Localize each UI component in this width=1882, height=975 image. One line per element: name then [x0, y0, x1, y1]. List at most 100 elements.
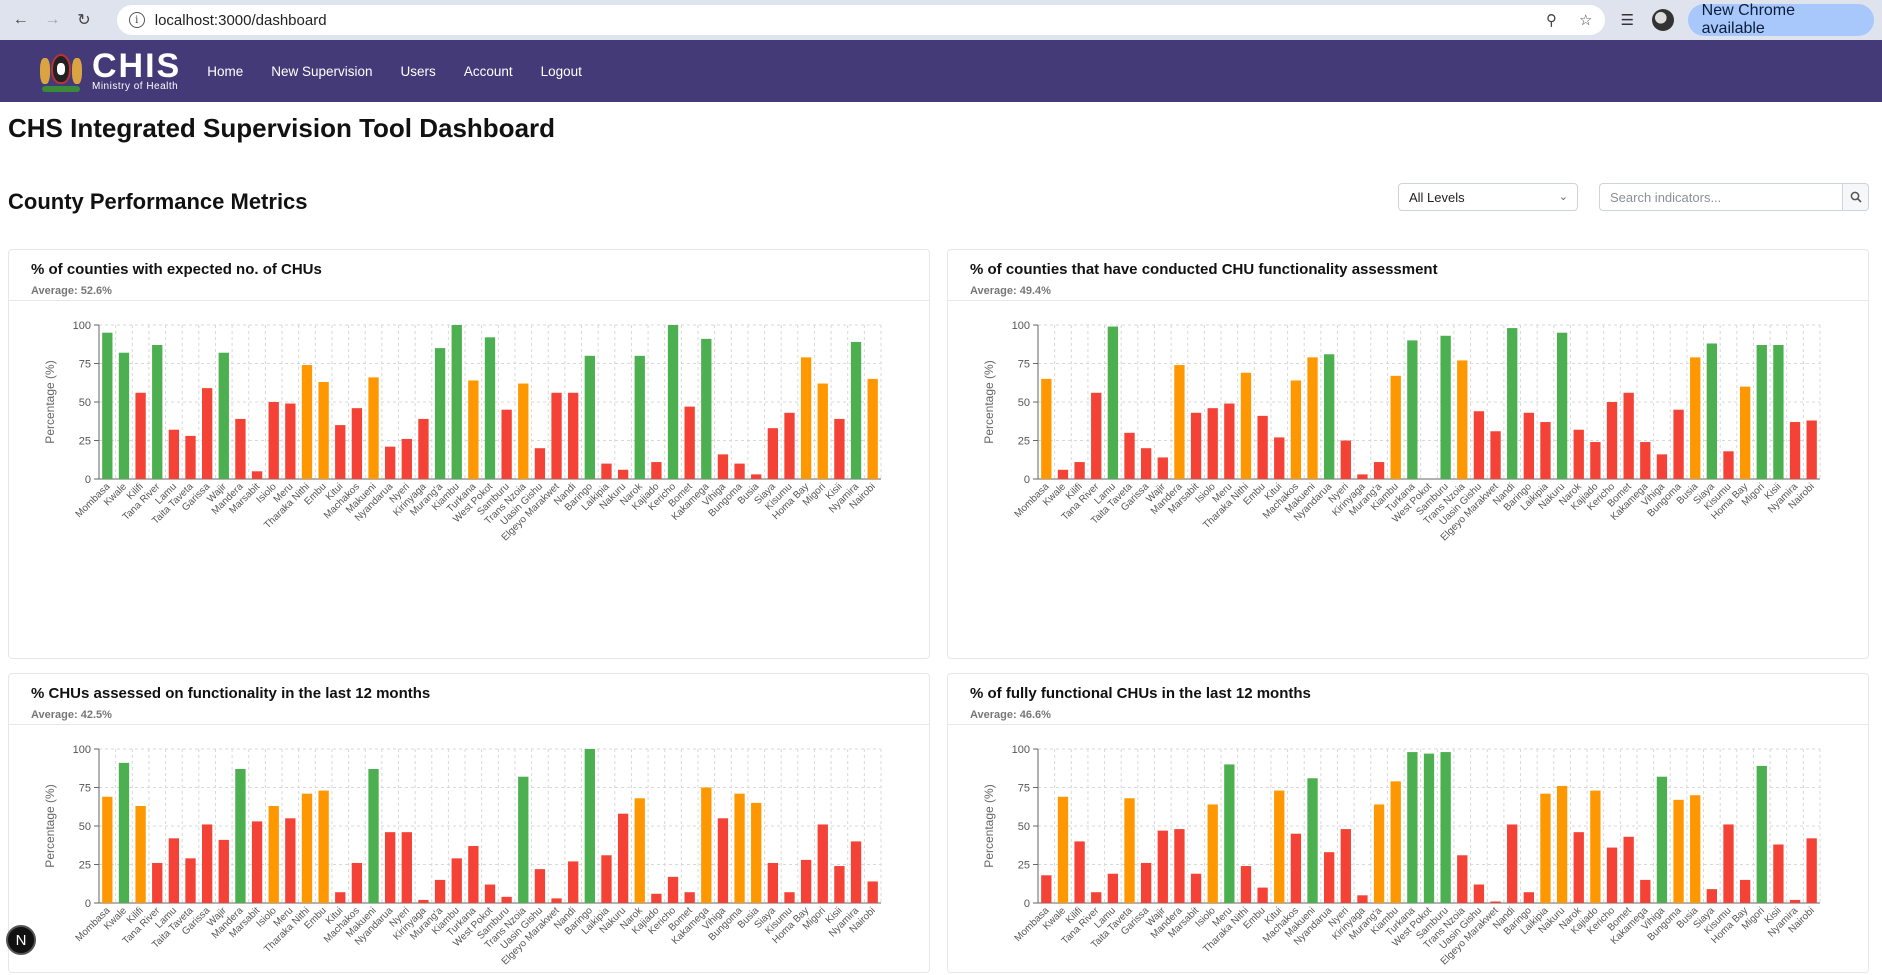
bar-migori[interactable] — [1756, 345, 1767, 479]
address-bar[interactable]: i localhost:3000/dashboard ⚲ ☆ — [116, 5, 1605, 35]
back-arrow-icon[interactable]: ← — [12, 11, 29, 28]
reload-icon[interactable]: ↻ — [77, 12, 91, 29]
search-button[interactable] — [1842, 183, 1869, 211]
bar-mombasa[interactable] — [1041, 378, 1052, 479]
bar-murang-a[interactable] — [1373, 462, 1385, 479]
bar-narok[interactable] — [1573, 832, 1584, 903]
bar-bomet[interactable] — [1623, 836, 1634, 903]
bar-kericho[interactable] — [667, 876, 679, 903]
bar-nakuru[interactable] — [617, 469, 629, 479]
bar-garissa[interactable] — [201, 824, 213, 903]
media-control-icon[interactable]: ☰ — [1620, 12, 1635, 29]
bar-nyeri[interactable] — [1340, 440, 1351, 480]
bar-tharaka-nithi[interactable] — [301, 365, 313, 479]
bar-embu[interactable] — [318, 790, 329, 903]
bar-kitui[interactable] — [335, 425, 346, 479]
bar-kiambu[interactable] — [1390, 375, 1401, 479]
bar-bungoma[interactable] — [1673, 409, 1684, 479]
bar-elgeyo-marakwet[interactable] — [1490, 901, 1501, 903]
url-text[interactable]: localhost:3000/dashboard — [154, 11, 327, 29]
bar-homa-bay[interactable] — [800, 859, 812, 903]
bar-baringo[interactable] — [584, 355, 595, 479]
bar-meru[interactable] — [285, 403, 296, 479]
bar-west-pokot[interactable] — [484, 337, 496, 479]
bar-kisii[interactable] — [834, 418, 845, 479]
bar-mombasa[interactable] — [1041, 875, 1052, 903]
bar-nyamira[interactable] — [1789, 422, 1801, 479]
bar-makueni[interactable] — [1307, 357, 1318, 479]
bar-kisii[interactable] — [1773, 345, 1784, 479]
bar-marsabit[interactable] — [251, 471, 263, 479]
bar-murang-a[interactable] — [1373, 804, 1385, 903]
bar-mandera[interactable] — [1174, 829, 1185, 903]
bar-wajir[interactable] — [1157, 457, 1168, 479]
bar-baringo[interactable] — [584, 749, 595, 903]
bar-laikipia[interactable] — [1540, 793, 1551, 903]
bar-nyandarua[interactable] — [385, 832, 396, 903]
profile-avatar[interactable] — [1650, 7, 1676, 33]
nav-users[interactable]: Users — [400, 63, 436, 79]
bar-machakos[interactable] — [351, 408, 363, 479]
bar-wajir[interactable] — [1157, 830, 1168, 903]
bar-kericho[interactable] — [1606, 402, 1618, 479]
bar-nyamira[interactable] — [1789, 899, 1801, 903]
bar-meru[interactable] — [1224, 764, 1235, 903]
bar-nandi[interactable] — [1507, 824, 1518, 903]
bar-taita-taveta[interactable] — [1124, 798, 1135, 903]
bar-homa-bay[interactable] — [1739, 386, 1751, 479]
bar-mombasa[interactable] — [102, 332, 113, 479]
bar-murang-a[interactable] — [434, 348, 446, 479]
bar-tharaka-nithi[interactable] — [1240, 372, 1252, 479]
bar-murang-a[interactable] — [434, 879, 446, 903]
bar-uasin-gishu[interactable] — [534, 448, 546, 479]
bar-makueni[interactable] — [1307, 778, 1318, 903]
bar-narok[interactable] — [1573, 429, 1584, 479]
bar-kiambu[interactable] — [451, 858, 462, 903]
bar-laikipia[interactable] — [601, 855, 612, 903]
bar-kakamega[interactable] — [701, 338, 712, 479]
bar-nakuru[interactable] — [1556, 785, 1568, 903]
bar-siaya[interactable] — [1706, 889, 1718, 903]
bar-kiambu[interactable] — [451, 325, 462, 479]
nav-account[interactable]: Account — [463, 63, 513, 79]
bar-uasin-gishu[interactable] — [1473, 411, 1485, 479]
bar-kilifi[interactable] — [1074, 841, 1085, 903]
dev-tools-button[interactable]: N — [6, 925, 36, 955]
bar-lamu[interactable] — [168, 838, 180, 903]
bar-narok[interactable] — [634, 355, 645, 479]
bar-trans-nzoia[interactable] — [1457, 360, 1468, 479]
bar-kajiado[interactable] — [651, 462, 662, 479]
bar-trans-nzoia[interactable] — [1457, 855, 1468, 903]
bar-migori[interactable] — [1756, 765, 1767, 903]
bar-elgeyo-marakwet[interactable] — [1490, 431, 1501, 479]
bar-kilifi[interactable] — [135, 392, 146, 479]
bar-tana-river[interactable] — [152, 862, 163, 903]
bar-garissa[interactable] — [1140, 448, 1152, 479]
bar-baringo[interactable] — [1523, 412, 1534, 479]
bar-nairobi[interactable] — [867, 881, 878, 903]
bar-makueni[interactable] — [368, 769, 379, 903]
bar-nairobi[interactable] — [867, 378, 878, 479]
bar-migori[interactable] — [817, 383, 828, 479]
bar-marsabit[interactable] — [251, 821, 263, 903]
bar-elgeyo-marakwet[interactable] — [551, 392, 562, 479]
bar-kericho[interactable] — [667, 325, 679, 479]
bar-lamu[interactable] — [1107, 873, 1119, 903]
bar-wajir[interactable] — [218, 839, 229, 903]
bar-bomet[interactable] — [1623, 392, 1634, 479]
bar-embu[interactable] — [318, 381, 329, 479]
bar-marsabit[interactable] — [1190, 873, 1202, 903]
bar-tharaka-nithi[interactable] — [1240, 866, 1252, 903]
bar-trans-nzoia[interactable] — [518, 383, 529, 479]
bar-busia[interactable] — [751, 474, 762, 479]
bar-kakamega[interactable] — [1640, 879, 1651, 903]
bar-kisumu[interactable] — [1723, 451, 1734, 479]
bar-vihiga[interactable] — [1656, 454, 1668, 479]
bar-samburu[interactable] — [1440, 335, 1451, 479]
bar-nairobi[interactable] — [1806, 838, 1817, 903]
bar-nyandarua[interactable] — [385, 446, 396, 479]
bar-elgeyo-marakwet[interactable] — [551, 898, 562, 903]
bar-bomet[interactable] — [684, 892, 695, 903]
bar-mandera[interactable] — [235, 418, 246, 479]
bar-nandi[interactable] — [1507, 328, 1518, 479]
